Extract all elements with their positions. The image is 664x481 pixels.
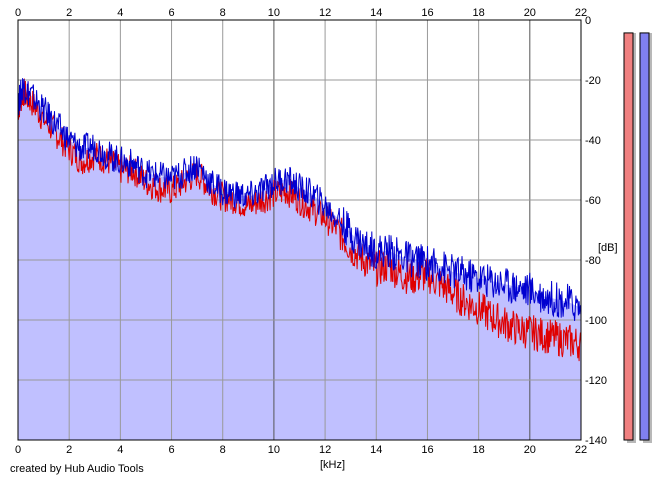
y-tick-labels: 0 -20 -40 -60 -80 -100 -120 -140 [585, 15, 607, 447]
x-tick-label-bottom: 4 [117, 444, 123, 456]
y-tick-label: -120 [585, 375, 607, 387]
y-tick-label: -80 [585, 255, 601, 267]
x-tick-labels-top: 0 2 4 6 8 10 12 14 16 18 20 22 [15, 7, 587, 19]
x-tick-label-top: 16 [421, 7, 433, 19]
x-tick-label-top: 22 [575, 7, 587, 19]
x-tick-label-bottom: 22 [575, 444, 587, 456]
spectrum-fill [18, 86, 581, 440]
plot-frame [17, 19, 582, 441]
x-tick-label-bottom: 14 [370, 444, 382, 456]
y-tick-label: -140 [585, 435, 607, 447]
y-tick-label: -20 [585, 75, 601, 87]
x-tick-label-bottom: 8 [220, 444, 226, 456]
x-tick-label-top: 6 [168, 7, 174, 19]
series-right-channel [17, 78, 582, 321]
y-tick-label: -40 [585, 135, 601, 147]
level-meter-left [623, 32, 634, 441]
x-tick-label-top: 8 [220, 7, 226, 19]
x-tick-label-top: 20 [524, 7, 536, 19]
x-tick-label-bottom: 20 [524, 444, 536, 456]
y-tick-label: -60 [585, 195, 601, 207]
x-tick-label-top: 4 [117, 7, 123, 19]
x-tick-label-top: 14 [370, 7, 382, 19]
spectrum-area [18, 86, 581, 440]
y-tick-label: -100 [585, 315, 607, 327]
x-tick-label-bottom: 10 [268, 444, 280, 456]
x-tick-label-bottom: 18 [473, 444, 485, 456]
x-tick-label-top: 2 [66, 7, 72, 19]
series-layer [17, 78, 582, 362]
x-tick-label-top: 0 [15, 7, 21, 19]
x-axis-unit-label: [kHz] [320, 459, 345, 471]
y-tick-label: 0 [585, 15, 591, 27]
x-tick-label-bottom: 2 [66, 444, 72, 456]
x-tick-label-top: 12 [319, 7, 331, 19]
credit-text: created by Hub Audio Tools [10, 463, 144, 475]
x-tick-label-bottom: 12 [319, 444, 331, 456]
x-tick-label-bottom: 16 [421, 444, 433, 456]
x-tick-label-bottom: 0 [15, 444, 21, 456]
x-tick-label-top: 18 [473, 7, 485, 19]
series-left-channel [17, 78, 582, 362]
level-meters [623, 32, 652, 443]
level-meter-right [639, 32, 650, 441]
x-tick-label-top: 10 [268, 7, 280, 19]
x-tick-label-bottom: 6 [168, 444, 174, 456]
x-tick-labels-bottom: 0 2 4 6 8 10 12 14 16 18 20 22 [15, 444, 587, 456]
y-axis-unit-label: [dB] [598, 242, 618, 254]
